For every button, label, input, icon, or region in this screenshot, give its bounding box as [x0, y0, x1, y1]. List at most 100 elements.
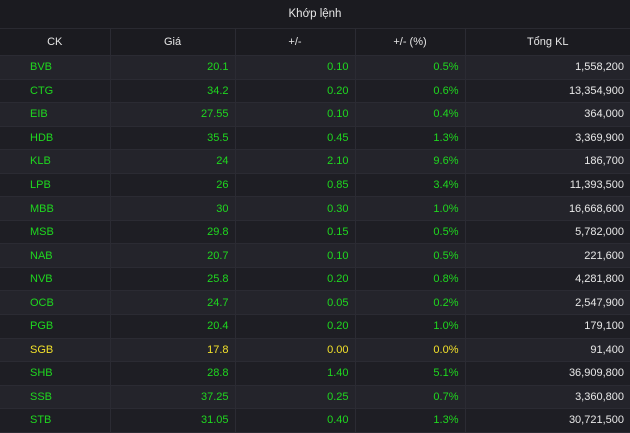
- total-volume-cell: 3,369,900: [465, 126, 630, 151]
- price-cell: 28.8: [110, 361, 236, 386]
- change-cell: 0.00: [235, 338, 356, 363]
- change-cell: 2.10: [235, 149, 356, 174]
- change-cell: 0.10: [235, 243, 356, 268]
- symbol-cell: SSB: [0, 385, 111, 410]
- symbol-cell: LPB: [0, 173, 111, 198]
- price-cell: 37.25: [110, 385, 236, 410]
- change-percent-cell: 0.2%: [355, 290, 466, 316]
- board-title: Khớp lệnh: [0, 0, 630, 29]
- change-cell: 0.20: [235, 314, 356, 339]
- price-cell: 20.7: [110, 243, 236, 268]
- price-cell: 35.5: [110, 126, 236, 151]
- total-volume-cell: 16,668,600: [465, 196, 630, 221]
- symbol-cell: OCB: [0, 290, 111, 316]
- price-cell: 31.05: [110, 408, 236, 433]
- table-row[interactable]: KLB 24 2.10 9.6% 186,700: [0, 149, 630, 174]
- total-volume-cell: 11,393,500: [465, 173, 630, 198]
- total-volume-cell: 30,721,500: [465, 408, 630, 433]
- change-cell: 0.20: [235, 267, 356, 292]
- column-header-symbol[interactable]: CK: [0, 29, 111, 56]
- price-cell: 17.8: [110, 338, 236, 363]
- total-volume-cell: 364,000: [465, 102, 630, 127]
- total-volume-cell: 186,700: [465, 149, 630, 174]
- change-percent-cell: 0.6%: [355, 79, 466, 104]
- table-row[interactable]: NAB 20.7 0.10 0.5% 221,600: [0, 243, 630, 268]
- table-row[interactable]: EIB 27.55 0.10 0.4% 364,000: [0, 102, 630, 127]
- change-percent-cell: 1.3%: [355, 408, 466, 433]
- change-cell: 0.40: [235, 408, 356, 433]
- table-row[interactable]: SGB 17.8 0.00 0.0% 91,400: [0, 338, 630, 363]
- total-volume-cell: 36,909,800: [465, 361, 630, 386]
- table-row[interactable]: HDB 35.5 0.45 1.3% 3,369,900: [0, 126, 630, 151]
- price-cell: 29.8: [110, 220, 236, 245]
- price-cell: 20.1: [110, 55, 236, 80]
- column-header-total-volume[interactable]: Tổng KL: [465, 29, 630, 56]
- total-volume-cell: 3,360,800: [465, 385, 630, 410]
- table-row[interactable]: MBB 30 0.30 1.0% 16,668,600: [0, 196, 630, 221]
- table-body: BVB 20.1 0.10 0.5% 1,558,200 CTG 34.2 0.20 0.6% 1…: [0, 55, 630, 433]
- column-header-change[interactable]: +/-: [235, 29, 356, 56]
- change-cell: 0.10: [235, 102, 356, 127]
- change-percent-cell: 5.1%: [355, 361, 466, 386]
- price-cell: 20.4: [110, 314, 236, 339]
- table-row[interactable]: SHB 28.8 1.40 5.1% 36,909,800: [0, 361, 630, 386]
- price-cell: 24.7: [110, 290, 236, 316]
- symbol-cell: EIB: [0, 102, 111, 127]
- total-volume-cell: 5,782,000: [465, 220, 630, 245]
- symbol-cell: MSB: [0, 220, 111, 245]
- change-percent-cell: 3.4%: [355, 173, 466, 198]
- total-volume-cell: 4,281,800: [465, 267, 630, 292]
- symbol-cell: STB: [0, 408, 111, 433]
- total-volume-cell: 13,354,900: [465, 79, 630, 104]
- price-cell: 26: [110, 173, 236, 198]
- total-volume-cell: 91,400: [465, 338, 630, 363]
- change-percent-cell: 1.0%: [355, 196, 466, 221]
- symbol-cell: MBB: [0, 196, 111, 221]
- change-cell: 0.20: [235, 79, 356, 104]
- table-row[interactable]: LPB 26 0.85 3.4% 11,393,500: [0, 173, 630, 198]
- change-cell: 0.30: [235, 196, 356, 221]
- change-cell: 0.10: [235, 55, 356, 80]
- change-percent-cell: 0.5%: [355, 55, 466, 80]
- change-cell: 0.15: [235, 220, 356, 245]
- change-cell: 0.25: [235, 385, 356, 410]
- matched-orders-table: CK Giá +/- +/- (%) Tổng KL BVB 20.1 0.10 0.…: [0, 29, 630, 433]
- table-row[interactable]: SSB 37.25 0.25 0.7% 3,360,800: [0, 385, 630, 410]
- change-percent-cell: 0.0%: [355, 338, 466, 363]
- total-volume-cell: 179,100: [465, 314, 630, 339]
- table-row[interactable]: OCB 24.7 0.05 0.2% 2,547,900: [0, 290, 630, 316]
- change-percent-cell: 1.0%: [355, 314, 466, 339]
- table-row[interactable]: CTG 34.2 0.20 0.6% 13,354,900: [0, 79, 630, 104]
- table-row[interactable]: BVB 20.1 0.10 0.5% 1,558,200: [0, 55, 630, 80]
- column-header-change-percent[interactable]: +/- (%): [355, 29, 466, 56]
- price-cell: 27.55: [110, 102, 236, 127]
- change-percent-cell: 1.3%: [355, 126, 466, 151]
- symbol-cell: HDB: [0, 126, 111, 151]
- symbol-cell: SHB: [0, 361, 111, 386]
- change-cell: 1.40: [235, 361, 356, 386]
- table-row[interactable]: NVB 25.8 0.20 0.8% 4,281,800: [0, 267, 630, 292]
- symbol-cell: CTG: [0, 79, 111, 104]
- table-row[interactable]: STB 31.05 0.40 1.3% 30,721,500: [0, 408, 630, 433]
- total-volume-cell: 221,600: [465, 243, 630, 268]
- column-header-price[interactable]: Giá: [110, 29, 236, 56]
- price-cell: 25.8: [110, 267, 236, 292]
- price-cell: 24: [110, 149, 236, 174]
- symbol-cell: SGB: [0, 338, 111, 363]
- change-cell: 0.05: [235, 290, 356, 316]
- change-cell: 0.85: [235, 173, 356, 198]
- price-cell: 30: [110, 196, 236, 221]
- total-volume-cell: 1,558,200: [465, 55, 630, 80]
- change-percent-cell: 0.8%: [355, 267, 466, 292]
- change-percent-cell: 0.5%: [355, 243, 466, 268]
- change-percent-cell: 0.7%: [355, 385, 466, 410]
- table-row[interactable]: MSB 29.8 0.15 0.5% 5,782,000: [0, 220, 630, 245]
- change-percent-cell: 0.4%: [355, 102, 466, 127]
- symbol-cell: BVB: [0, 55, 111, 80]
- change-percent-cell: 0.5%: [355, 220, 466, 245]
- table-header: CK Giá +/- +/- (%) Tổng KL: [0, 29, 630, 56]
- symbol-cell: NAB: [0, 243, 111, 268]
- table-row[interactable]: PGB 20.4 0.20 1.0% 179,100: [0, 314, 630, 339]
- symbol-cell: NVB: [0, 267, 111, 292]
